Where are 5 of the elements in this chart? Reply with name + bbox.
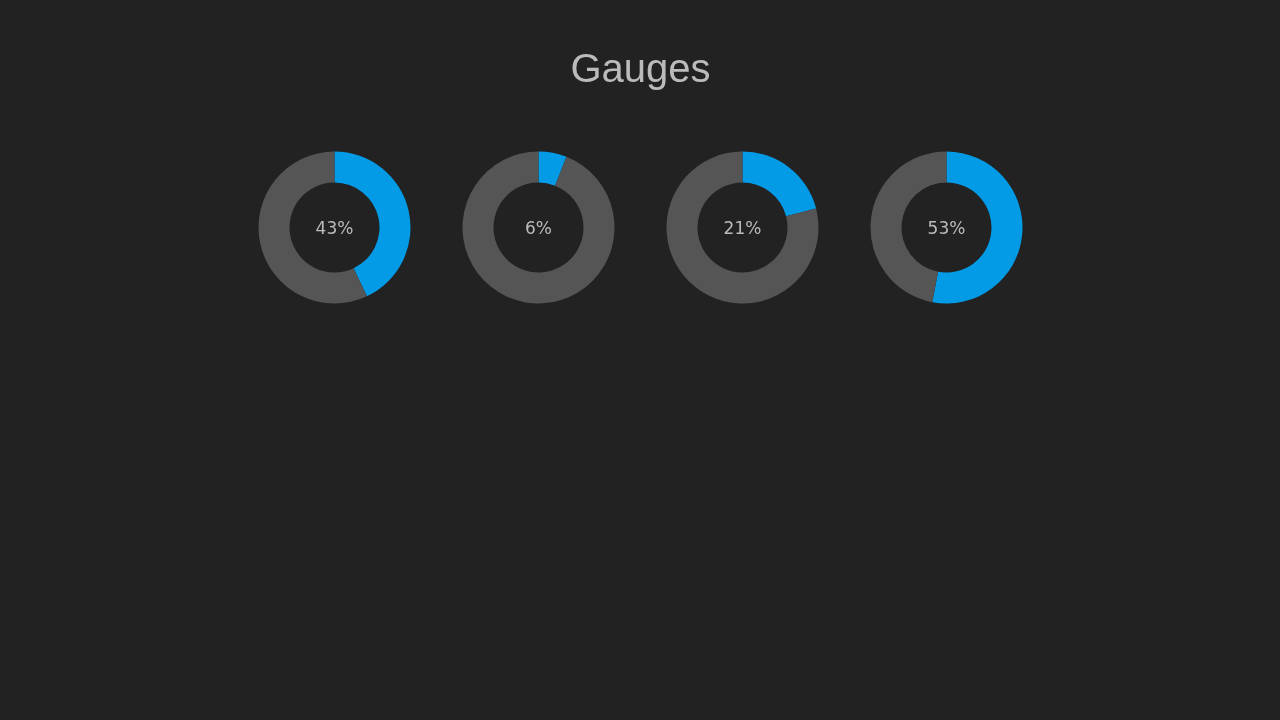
text: 21% — [723, 217, 762, 238]
text: 43% — [315, 217, 354, 238]
text: 53% — [927, 217, 966, 238]
text: Gauges — [570, 45, 711, 90]
text: 6% — [525, 217, 552, 238]
